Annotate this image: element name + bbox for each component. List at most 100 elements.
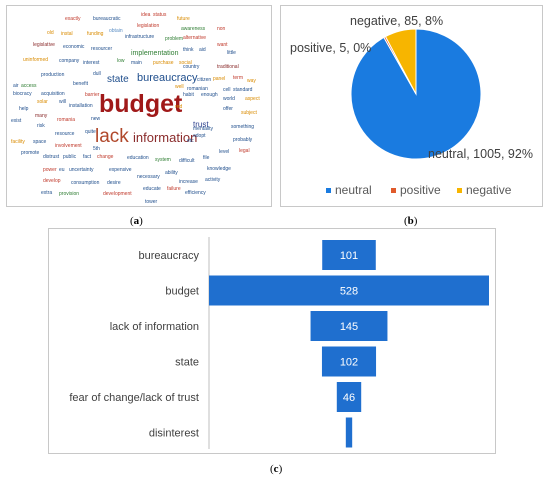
- word-acquisition: acquisition: [41, 91, 65, 97]
- word-risk: risk: [37, 123, 45, 129]
- word-want: want: [217, 42, 228, 48]
- word-necessary: necessary: [137, 174, 160, 180]
- legend-label-positive: positive: [400, 183, 441, 197]
- word-future: future: [177, 16, 190, 22]
- word-exactly: exactly: [65, 16, 81, 22]
- word-romania: romania: [57, 117, 75, 123]
- pie-slice-negative: [384, 28, 417, 95]
- word-efficiency: efficiency: [185, 190, 206, 196]
- funnel-bar-2: [310, 311, 388, 341]
- word-activity: activity: [205, 177, 221, 183]
- word-bureaucratic: bureaucratic: [93, 16, 121, 22]
- word-way: way: [247, 78, 256, 84]
- word-trust: trust: [193, 120, 209, 129]
- word-interest: interest: [83, 60, 100, 66]
- word-dull: dull: [93, 71, 101, 77]
- word-main: main: [131, 60, 142, 66]
- word-citizen: citizen: [197, 77, 211, 83]
- word-term: term: [233, 75, 243, 81]
- funnel-category-label-3: state: [175, 357, 199, 369]
- word-increase: increase: [179, 179, 198, 185]
- word-change: change: [97, 154, 114, 160]
- word-offer: offer: [223, 106, 233, 112]
- word-benefit: benefit: [73, 81, 89, 87]
- word-budget: budget: [99, 90, 183, 118]
- funnel-category-label-2: lack of information: [110, 321, 199, 333]
- word-aid: aid: [199, 47, 206, 53]
- word-uncertainty: uncertainty: [69, 167, 94, 173]
- word-problem: problem: [165, 36, 183, 42]
- word-mentality: mentality: [193, 126, 214, 132]
- word-cloud: budget lack information bureaucracy state imp…: [11, 12, 260, 205]
- word-legislation: legislation: [137, 23, 159, 29]
- word-exist: exist: [11, 118, 22, 124]
- word-space: space: [33, 139, 47, 145]
- word-educate: educate: [143, 186, 161, 192]
- word-failure: failure: [167, 186, 181, 192]
- word-education: education: [127, 155, 149, 161]
- word-bureaucracy: bureaucracy: [137, 72, 198, 84]
- funnel-category-label-1: budget: [165, 286, 199, 298]
- word-etc: etc: [187, 138, 194, 144]
- caption-b: (b): [404, 215, 418, 227]
- word-new: new: [91, 116, 101, 122]
- funnel-value-label-4: 46: [343, 392, 355, 404]
- word-think: think: [183, 47, 194, 53]
- word-well: well: [175, 84, 184, 90]
- word-consumption: consumption: [71, 180, 100, 186]
- word-distrust: distrust: [43, 154, 60, 160]
- word-infrastructure: infrastructure: [125, 34, 154, 40]
- word-difficult: difficult: [179, 158, 195, 164]
- funnel-bar-1: [209, 275, 489, 306]
- word-legal: legal: [239, 148, 250, 154]
- word-romanian: romanian: [187, 86, 208, 92]
- funnel-category-label-5: disinterest: [149, 428, 199, 440]
- word-cloud-panel: budget lack information bureaucracy state imp…: [6, 5, 272, 207]
- funnel-bar-0: [322, 240, 376, 270]
- word-many: many: [35, 113, 48, 119]
- word-5th: 5th: [93, 146, 100, 152]
- word-standard: standard: [233, 87, 253, 93]
- word-probably: probably: [233, 137, 253, 143]
- word-awareness: awareness: [181, 26, 206, 32]
- pie-chart: neutral, 1005, 92% positive, 5, 0% negativ…: [290, 14, 533, 197]
- word-tower: tower: [145, 199, 158, 205]
- funnel-category-label-4: fear of change/lack of trust: [69, 392, 199, 404]
- word-uninformed: uninformed: [23, 57, 48, 63]
- funnel-value-label-2: 145: [340, 321, 358, 333]
- word-legislative: legislative: [33, 42, 55, 48]
- word-promote: promote: [21, 150, 40, 156]
- word-facility: facility: [11, 139, 25, 145]
- word-expensive: expensive: [109, 167, 132, 173]
- caption-a: (a): [130, 215, 143, 227]
- word-panel: panel: [213, 76, 225, 82]
- word-resourcer: resourcer: [91, 46, 112, 52]
- word-file: file: [203, 155, 210, 161]
- word-provision: provision: [59, 191, 79, 197]
- word-alternative: alternative: [183, 35, 206, 41]
- word-installation: installation: [69, 103, 93, 109]
- word-low: low: [117, 58, 125, 64]
- word-power: power: [43, 167, 57, 173]
- caption-c: (c): [270, 463, 283, 475]
- funnel-bar-4: [336, 382, 362, 412]
- word-production: production: [41, 72, 65, 78]
- word-will: will: [59, 99, 66, 105]
- word-purchase: purchase: [153, 60, 174, 66]
- funnel-value-label-3: 102: [340, 357, 358, 369]
- word-access: access: [21, 83, 37, 89]
- word-barrier: barrier: [85, 92, 100, 98]
- word-status: status: [153, 12, 167, 18]
- word-aspect: aspect: [245, 96, 260, 102]
- word-funding: funding: [87, 31, 104, 37]
- funnel-bar-3: [321, 346, 377, 377]
- legend-swatch-neutral: [326, 188, 331, 193]
- word-help: help: [19, 106, 29, 112]
- word-world: world: [223, 96, 235, 102]
- word-cell: cell: [223, 87, 231, 93]
- word-obtain: obtain: [109, 28, 123, 34]
- legend-label-negative: negative: [466, 183, 512, 197]
- word-system: system: [155, 157, 171, 163]
- word-resource: resource: [55, 131, 75, 137]
- funnel-chart-panel: bureaucracy 101 budget 528 lack of informati…: [48, 228, 496, 454]
